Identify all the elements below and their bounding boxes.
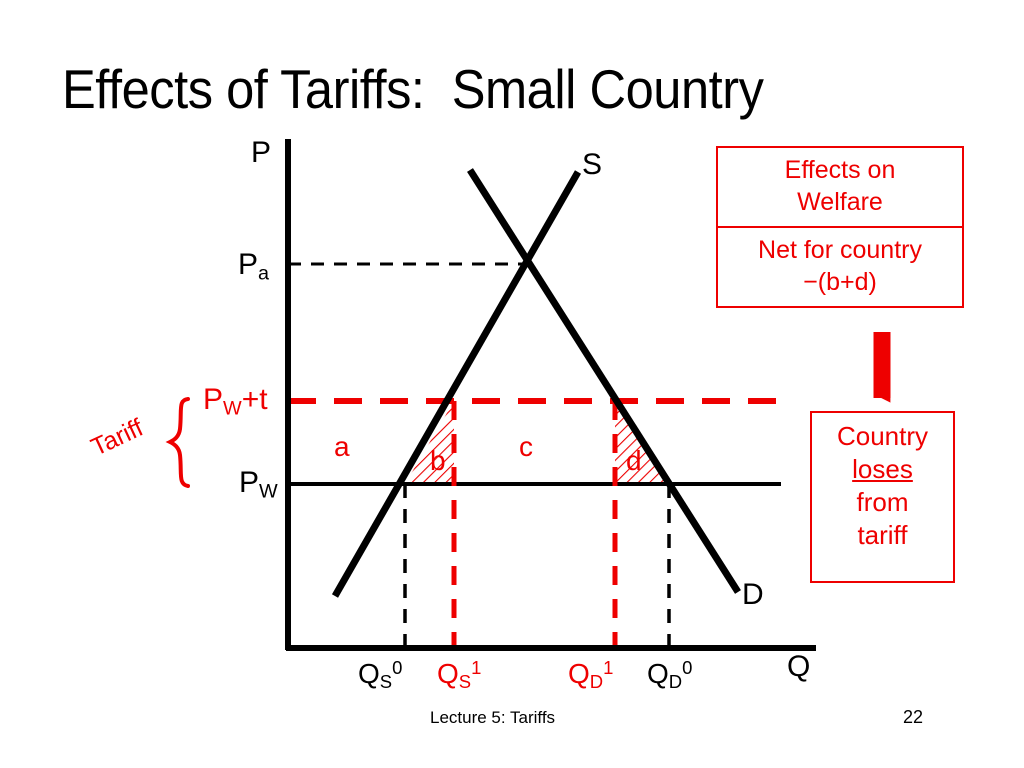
welfare-table-row: Net for country −(b+d) xyxy=(718,228,962,306)
qd1-tick-label: QD1 xyxy=(568,656,614,693)
demand-curve-label: D xyxy=(742,578,764,611)
price-axis-label: P xyxy=(251,136,272,169)
supply-curve-label: S xyxy=(582,148,603,181)
conclusion-line-1: Country xyxy=(836,421,929,451)
welfare-row-line-2: −(b+d) xyxy=(803,268,877,296)
tariff-brace xyxy=(165,397,190,488)
welfare-header-line-2: Welfare xyxy=(797,188,883,216)
area-b-hatch xyxy=(405,401,454,484)
area-c-label: c xyxy=(519,431,533,462)
area-b-label: b xyxy=(430,445,446,476)
conclusion-line-2: loses xyxy=(852,454,913,484)
welfare-row-line-1: Net for country xyxy=(758,236,922,264)
demand-curve xyxy=(467,168,741,594)
qs0-tick-label: QS0 xyxy=(358,656,403,693)
area-a-label: a xyxy=(334,431,350,462)
world-price-label: PW xyxy=(239,466,278,503)
welfare-table-header: Effects on Welfare xyxy=(718,148,962,228)
welfare-header-line-1: Effects on xyxy=(784,156,896,184)
footer-note: Lecture 5: Tariffs xyxy=(430,708,556,727)
welfare-table: Effects on Welfare Net for country −(b+d… xyxy=(716,146,964,308)
page-title: Effects of Tariffs: Small Country xyxy=(62,58,764,120)
qs1-tick-label: QS1 xyxy=(437,656,482,693)
conclusion-box: Country loses from tariff xyxy=(810,411,955,583)
world-price-plus-tariff-label: PW+t xyxy=(203,383,268,420)
conclusion-line-4: tariff xyxy=(857,520,908,550)
quantity-axis-label: Q xyxy=(787,650,811,683)
page-number: 22 xyxy=(903,707,924,727)
supply-curve xyxy=(331,170,582,598)
qd0-tick-label: QD0 xyxy=(647,656,693,693)
conclusion-line-3: from xyxy=(856,487,909,517)
area-d-label: d xyxy=(626,445,642,476)
autarky-price-label: Pa xyxy=(238,248,270,285)
